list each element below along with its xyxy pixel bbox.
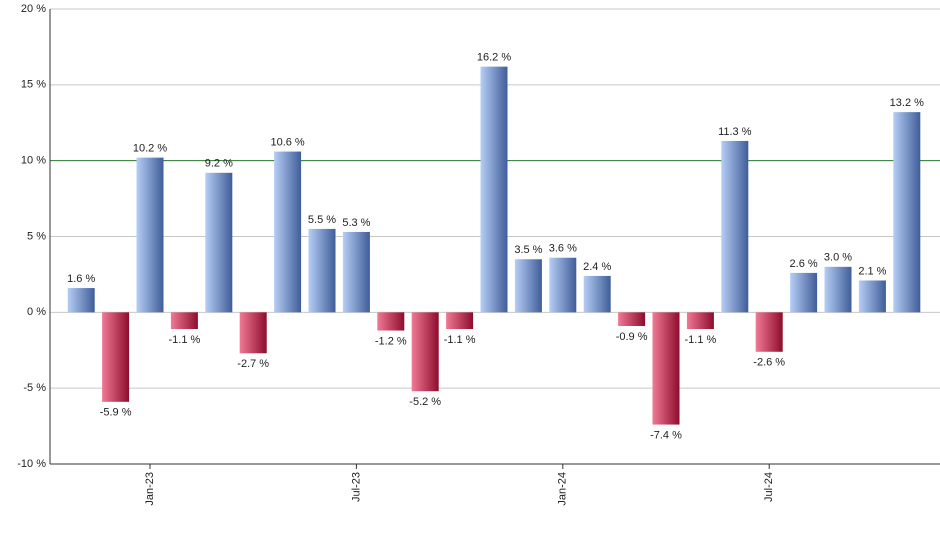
bar xyxy=(136,157,164,313)
y-tick-label: 10 % xyxy=(21,155,46,167)
value-label: -1.1 % xyxy=(169,334,201,346)
bar xyxy=(858,280,886,313)
value-label: 3.0 % xyxy=(824,252,852,264)
value-label: 3.5 % xyxy=(514,244,542,256)
y-tick-label: 5 % xyxy=(27,230,46,242)
value-label: 2.6 % xyxy=(790,258,818,270)
x-tick-label: Jan-23 xyxy=(144,472,156,506)
value-label: -7.4 % xyxy=(650,429,682,441)
x-tick-label: Jan-24 xyxy=(557,472,569,506)
value-label: -0.9 % xyxy=(616,331,648,343)
bar xyxy=(102,312,130,402)
bar xyxy=(514,259,542,313)
bar xyxy=(377,312,405,331)
bar xyxy=(721,140,749,313)
value-label: 1.6 % xyxy=(67,273,95,285)
x-tick-label: Jul-23 xyxy=(350,472,362,502)
value-label: 9.2 % xyxy=(205,158,233,170)
y-tick-label: 0 % xyxy=(27,306,46,318)
bar xyxy=(618,312,646,326)
value-label: -1.1 % xyxy=(685,334,717,346)
bar xyxy=(67,288,95,313)
y-tick-label: -5 % xyxy=(23,382,46,394)
value-label: -1.2 % xyxy=(375,335,407,347)
bar xyxy=(274,151,302,313)
bar xyxy=(446,312,474,330)
x-tick-label: Jul-24 xyxy=(763,472,775,502)
value-label: 10.2 % xyxy=(133,143,167,155)
bar xyxy=(686,312,714,330)
value-label: -1.1 % xyxy=(444,334,476,346)
value-label: 5.3 % xyxy=(342,217,370,229)
y-tick-label: -10 % xyxy=(17,458,46,470)
y-tick-label: 15 % xyxy=(21,79,46,91)
value-label: 2.4 % xyxy=(583,261,611,273)
bar xyxy=(308,228,336,313)
value-label: 5.5 % xyxy=(308,214,336,226)
bar xyxy=(790,272,818,313)
bar xyxy=(411,312,439,392)
bar xyxy=(824,266,852,313)
bar xyxy=(893,112,921,313)
bar xyxy=(239,312,267,354)
value-label: 16.2 % xyxy=(477,52,511,64)
bar xyxy=(583,275,611,313)
bar xyxy=(205,172,233,313)
value-label: -5.2 % xyxy=(409,396,441,408)
value-label: 10.6 % xyxy=(270,136,304,148)
value-label: 2.1 % xyxy=(858,265,886,277)
bar xyxy=(480,66,508,313)
bar xyxy=(170,312,198,330)
value-label: -2.6 % xyxy=(753,357,785,369)
value-label: 3.6 % xyxy=(549,243,577,255)
value-label: 13.2 % xyxy=(890,97,924,109)
bar xyxy=(755,312,783,352)
bar xyxy=(652,312,680,425)
value-label: -2.7 % xyxy=(237,358,269,370)
value-label: -5.9 % xyxy=(100,407,132,419)
bar xyxy=(342,231,370,313)
y-tick-label: 20 % xyxy=(21,3,46,15)
bar xyxy=(549,257,577,313)
value-label: 11.3 % xyxy=(718,126,752,138)
